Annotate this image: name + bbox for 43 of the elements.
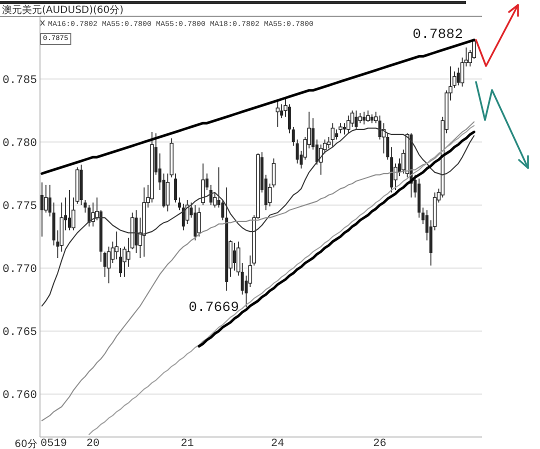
candlestick [386, 132, 390, 160]
annotation: 0.7669 [188, 300, 239, 316]
x-tick-label: 20 [86, 438, 100, 449]
candlestick [182, 203, 185, 231]
chart-title: 澳元美元(AUDUSD)(60分) [2, 4, 124, 16]
candlestick [201, 163, 205, 206]
y-tick-label: 0.770 [2, 263, 38, 276]
y-tick-label: 0.760 [2, 389, 38, 402]
annotation: 0.7882 [412, 27, 463, 43]
candlestick [362, 111, 366, 125]
candlestick [358, 112, 362, 124]
candlestick [335, 128, 338, 140]
line-series [40, 38, 476, 175]
candlestick [88, 204, 91, 227]
candlestick [280, 104, 284, 119]
candlestick [84, 200, 87, 214]
candlestick [106, 246, 111, 284]
x-tick-label: 21 [180, 438, 194, 449]
x-tick-label: 0519 [40, 438, 67, 449]
candlestick [296, 139, 299, 164]
y-tick-label: 0.785 [2, 74, 38, 88]
candlestick [178, 197, 181, 211]
x-tick-label: 24 [271, 438, 285, 449]
candlestick [354, 110, 358, 130]
candlestick [292, 126, 295, 146]
candlestick [221, 200, 224, 221]
candlestick [460, 57, 464, 88]
candlestick [288, 104, 291, 134]
y-tick-label: 0.765 [2, 326, 38, 340]
candlestick [194, 204, 197, 241]
y-tick-label: 0.780 [2, 137, 38, 150]
x-tick-label: 26 [373, 438, 386, 449]
candlestick [378, 115, 382, 140]
candlestick [330, 122, 335, 148]
candlestick [48, 184, 52, 217]
candlestick [276, 100, 280, 128]
line-series [88, 125, 475, 436]
candlestick [366, 110, 370, 122]
y-tick-label: 0.775 [2, 200, 38, 214]
x-axis-title: 60分 [14, 438, 38, 449]
candlestick [103, 251, 106, 278]
candlestick [197, 207, 202, 238]
line-series [41, 121, 475, 422]
